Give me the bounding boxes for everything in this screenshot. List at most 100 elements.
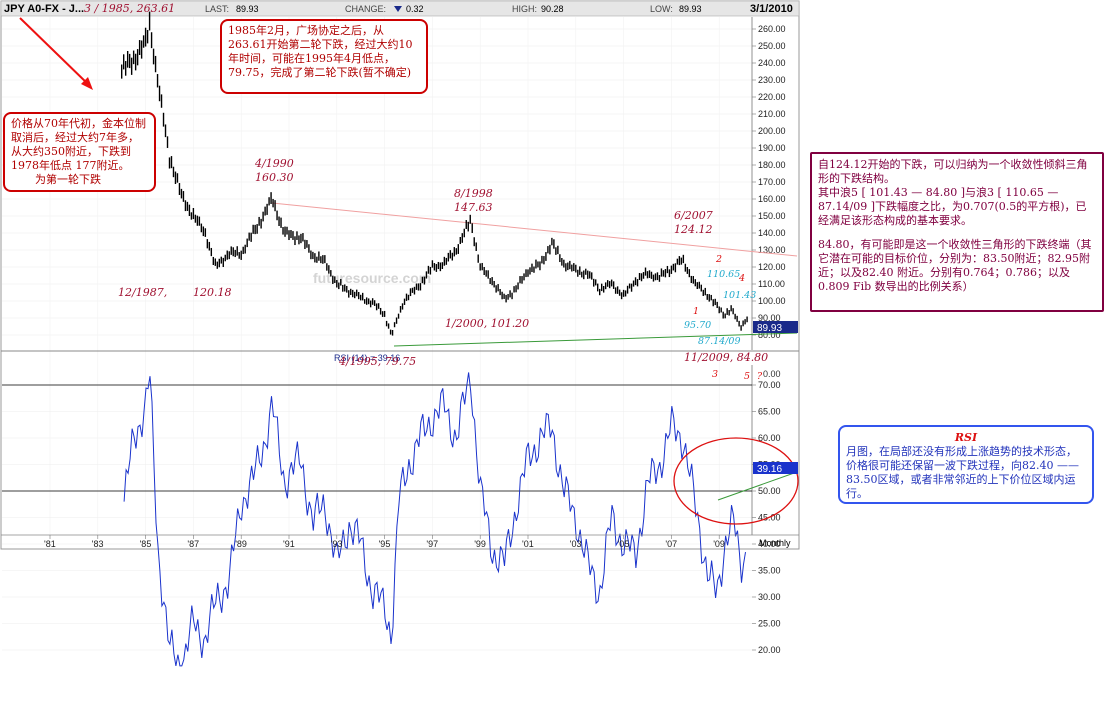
last-label: LAST: [205, 4, 229, 14]
change-label: CHANGE: [345, 4, 386, 14]
x-tick-label: '05 [618, 539, 630, 549]
note-triangle-p3: 84.80，有可能即是这一个收敛性三角形的下跌终端（其它潜在可能的目标价位，分别… [818, 238, 1092, 293]
rsi-tick-label: 70.00 [758, 380, 781, 390]
rsi-support-line [717, 471, 798, 501]
note-triangle-p1: 自124.12开始的下跌，可以归纳为一个收敛性倾斜三角形的下跌结构。 [818, 158, 1088, 185]
x-tick-label: '07 [665, 539, 677, 549]
note-first-decline: 价格从70年代初，金本位制取消后，经过大约7年多，从大约350附近，下跌到197… [3, 112, 156, 192]
price-axis: 260.00 250.00 240.00 230.00 220.00 210.00 200.… [752, 24, 786, 340]
label-1990-value: 160.30 [255, 171, 294, 184]
x-tick-label: '89 [235, 539, 247, 549]
low-label: LOW: [650, 4, 673, 14]
label-2007-value: 124.12 [674, 223, 713, 236]
x-tick-label: '87 [187, 539, 199, 549]
note-triangle-p2: 其中浪5 [ 101.43 — 84.80 ]与浪3 [ 110.65 — 87… [818, 186, 1087, 227]
x-tick-label: '95 [379, 539, 391, 549]
price-tick-label: 240.00 [758, 58, 786, 68]
price-tick-label: 160.00 [758, 194, 786, 204]
price-tick-label: 200.00 [758, 126, 786, 136]
watermark: futuresource.com [313, 270, 431, 286]
title-note: 3 / 1985, 263.61 [84, 2, 175, 15]
x-axis: '81 '83 '85 '87 '89 '91 '93 '95 '97 '99 '01 '03 '05 '… [44, 535, 725, 549]
symbol-label: JPY A0-FX - J... [4, 3, 84, 15]
x-tick-label: '09 [713, 539, 725, 549]
x-tick-label: '03 [570, 539, 582, 549]
rsi-tick-label: 65.00 [758, 407, 781, 417]
rsi-tick-label: 50.00 [758, 486, 781, 496]
price-tick-label: 110.00 [758, 279, 785, 289]
price-tick-label: 260.00 [758, 24, 786, 34]
note-first-decline-text: 价格从70年代初，金本位制取消后，经过大约7年多，从大约350附近，下跌到197… [11, 117, 146, 172]
label-1998-date: 8/1998 [454, 187, 493, 200]
price-tick-label: 250.00 [758, 41, 786, 51]
label-2000: 1/2000, 101.20 [445, 317, 530, 330]
note-rsi-text: 月图，在局部还没有形成上涨趋势的技术形态，价格很可能还保留一波下跌过程，向82.… [846, 445, 1079, 500]
x-tick-label: '01 [522, 539, 534, 549]
wave-number-4: 4 [739, 273, 746, 284]
price-tick-label: 220.00 [758, 92, 786, 102]
wave-number-3: 3 [712, 369, 719, 380]
x-tick-label: '99 [474, 539, 486, 549]
note-triangle: 自124.12开始的下跌，可以归纳为一个收敛性倾斜三角形的下跌结构。 其中浪5 … [810, 152, 1104, 312]
rsi-tick-label: 35.00 [758, 566, 781, 576]
x-tick-label: '83 [92, 539, 104, 549]
last-value: 89.93 [236, 4, 259, 14]
rsi-tick-label: 20.00 [758, 645, 781, 655]
resistance-line [271, 202, 798, 257]
price-tick-label: 230.00 [758, 75, 786, 85]
label-1998-value: 147.63 [454, 201, 493, 214]
label-1995: 4/1995, 79.75 [339, 355, 417, 368]
pointer-arrow [19, 17, 91, 87]
support-line [393, 332, 798, 347]
rsi-axis-top-label: 0.00 [763, 369, 781, 379]
label-2009: 11/2009, 84.80 [684, 351, 769, 364]
price-tick-label: 170.00 [758, 177, 786, 187]
wave-number-2: 2 [716, 254, 723, 265]
price-tick-label: 90.00 [758, 313, 781, 323]
wave-label-87: 87.14/09 [698, 336, 741, 347]
rsi-tick-label: 60.00 [758, 433, 781, 443]
label-1990-date: 4/1990 [255, 157, 294, 170]
price-tick-label: 150.00 [758, 211, 786, 221]
high-label: HIGH: [512, 4, 537, 14]
low-value: 89.93 [679, 4, 702, 14]
wave-number-1: 1 [693, 306, 700, 317]
rsi-highlight-circle [673, 437, 799, 525]
rsi-tick-label: 25.00 [758, 619, 781, 629]
rsi-flag-text: 39.16 [757, 464, 782, 475]
price-tick-label: 180.00 [758, 160, 786, 170]
x-tick-label: '93 [331, 539, 343, 549]
x-tick-label: '85 [140, 539, 152, 549]
wave-label-95: 95.70 [684, 320, 712, 331]
rsi-line [123, 372, 746, 667]
rsi-title-label: RSI (14) = 39.16 [334, 353, 400, 363]
high-value: 90.28 [541, 4, 564, 14]
pointer-arrowhead-icon [81, 77, 93, 90]
rsi-tick-label: 30.00 [758, 592, 781, 602]
last-price-flag [753, 321, 798, 333]
change-down-icon [394, 6, 402, 12]
rsi-flag [753, 462, 798, 474]
label-1987-value: 120.18 [193, 286, 232, 299]
price-tick-label: 100.00 [758, 296, 786, 306]
wave-label-101: 101.43 [723, 290, 757, 301]
wave-label-110: 110.65 [707, 269, 741, 280]
note-rsi: RSI 月图，在局部还没有形成上涨趋势的技术形态，价格很可能还保留一波下跌过程，… [838, 425, 1094, 504]
note-rsi-title: RSI [954, 431, 978, 444]
price-tick-label: 120.00 [758, 262, 786, 272]
price-tick-label: 80.00 [758, 330, 781, 340]
x-tick-label: '97 [426, 539, 438, 549]
price-series [120, 11, 748, 336]
price-tick-label: 210.00 [758, 109, 786, 119]
note-plaza-accord: 1985年2月，广场协定之后，从263.61开始第二轮下跌，经过大约10年时间，… [220, 19, 428, 94]
last-price-flag-text: 89.93 [757, 323, 782, 334]
price-tick-label: 130.00 [758, 245, 786, 255]
header-date: 3/1/2010 [750, 3, 793, 15]
x-tick-label: '91 [283, 539, 295, 549]
price-tick-label: 190.00 [758, 143, 786, 153]
price-tick-label: 140.00 [758, 228, 786, 238]
wave-number-5: 5 [744, 371, 751, 382]
wave-number-question: ? [757, 371, 763, 382]
change-value: 0.32 [406, 4, 424, 14]
